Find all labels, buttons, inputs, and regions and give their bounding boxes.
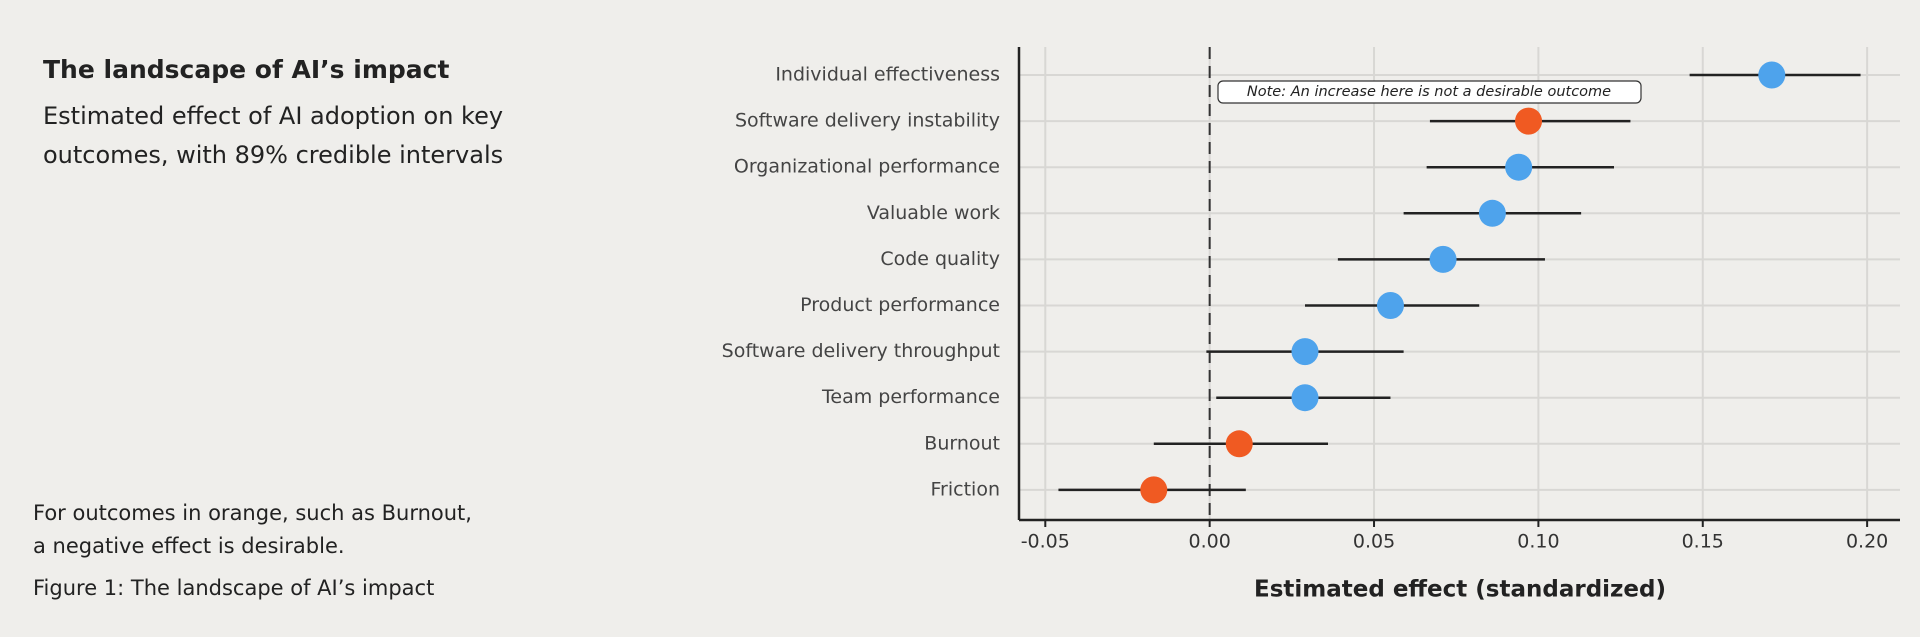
x-axis-label: Estimated effect (standardized) [1254,577,1666,603]
point [1291,384,1319,412]
point [1429,245,1457,273]
footnote: For outcomes in orange, such as Burnout, [33,501,472,525]
y-tick-label: Code quality [880,248,1000,270]
chart-title: The landscape of AI’s impact [43,55,449,84]
y-tick-label: Valuable work [867,202,1000,224]
x-tick-label: -0.05 [1021,531,1070,553]
annotation-box [1217,80,1642,104]
point [1515,107,1543,135]
footnote: Figure 1: The landscape of AI’s impact [33,576,434,600]
point [1505,153,1533,181]
y-tick-label: Product performance [800,294,1000,316]
point [1758,61,1786,89]
y-tick-label: Software delivery throughput [722,340,1000,362]
y-tick-label: Individual effectiveness [775,64,1000,86]
point [1225,430,1253,458]
point [1478,199,1506,227]
plot-area: -0.05 0.00 0.05 0.10 0.15 0.20 Note: An increa… [722,47,1900,553]
x-tick-label: 0.15 [1682,531,1724,553]
y-tick-label: Friction [931,478,1000,500]
y-tick-label: Team performance [821,386,1000,408]
point [1291,338,1319,366]
x-tick-label: 0.20 [1846,531,1888,553]
y-tick-label: Burnout [924,432,1000,454]
y-tick-label: Software delivery instability [735,110,1000,132]
footnote: a negative effect is desirable. [33,534,345,558]
annotation: Note: An increase here is not a desirabl… [1247,84,1611,100]
subtitle: outcomes, with 89% credible intervals [43,141,503,169]
point [1376,292,1404,319]
point [1140,476,1168,504]
x-tick-label: 0.00 [1189,531,1231,553]
y-tick-label: Organizational performance [734,156,1000,178]
x-tick-label: 0.10 [1517,531,1559,553]
x-tick-label: 0.05 [1353,531,1395,553]
subtitle: Estimated effect of AI adoption on key [43,102,503,130]
